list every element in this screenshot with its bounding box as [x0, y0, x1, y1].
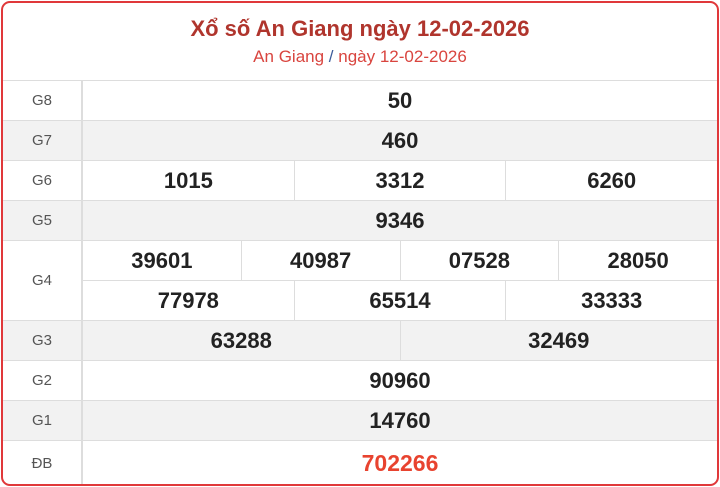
prize-label: ĐB: [3, 441, 83, 484]
prize-number: 90960: [369, 367, 431, 393]
prize-row-g8: G8 50: [3, 81, 717, 121]
prize-number: 9346: [375, 207, 425, 233]
prize-number: 14760: [369, 407, 431, 433]
header: Xổ số An Giang ngày 12-02-2026 An Giang …: [3, 3, 717, 81]
prize-label: G5: [3, 201, 83, 240]
prize-number: 65514: [293, 281, 506, 320]
prize-number: 1015: [163, 167, 213, 193]
prize-number: 460: [381, 127, 419, 153]
prize-row-special: ĐB 702266: [3, 441, 717, 484]
prize-label: G8: [3, 81, 83, 120]
prize-row-g7: G7 460: [3, 121, 717, 161]
prize-number: 28050: [558, 241, 717, 280]
prize-row-g3: G3 63288 32469: [3, 321, 717, 361]
prize-row-g2: G2 90960: [3, 361, 717, 401]
prize-label: G2: [3, 361, 83, 400]
prize-row-g4: G4 39601 40987 07528 28050 77978 65514 3…: [3, 241, 717, 321]
prize-number: 40987: [240, 241, 400, 280]
prize-number: 63288: [210, 327, 272, 353]
prize-label: G3: [3, 321, 83, 360]
prize-number: 3312: [293, 161, 506, 200]
prize-label: G1: [3, 401, 83, 440]
breadcrumb-province-link[interactable]: An Giang: [253, 47, 325, 66]
prize-number: 07528: [399, 241, 559, 280]
special-prize-number: 702266: [361, 449, 439, 476]
prize-label: G7: [3, 121, 83, 160]
prize-row-g6: G6 1015 3312 6260: [3, 161, 717, 201]
prize-number: 32469: [399, 321, 718, 360]
breadcrumb-date-link[interactable]: ngày 12-02-2026: [338, 47, 467, 66]
prize-number: 6260: [505, 161, 717, 200]
prize-number: 33333: [505, 281, 717, 320]
breadcrumb: An Giang / ngày 12-02-2026: [3, 47, 717, 67]
prize-number: 39601: [131, 247, 193, 273]
prize-number: 77978: [157, 287, 219, 313]
prize-row-g1: G1 14760: [3, 401, 717, 441]
prize-row-g5: G5 9346: [3, 201, 717, 241]
page-title: Xổ số An Giang ngày 12-02-2026: [190, 16, 530, 41]
prize-number: 50: [387, 87, 413, 113]
prize-label: G4: [3, 241, 83, 320]
prize-label: G6: [3, 161, 83, 200]
breadcrumb-separator: /: [328, 47, 334, 66]
